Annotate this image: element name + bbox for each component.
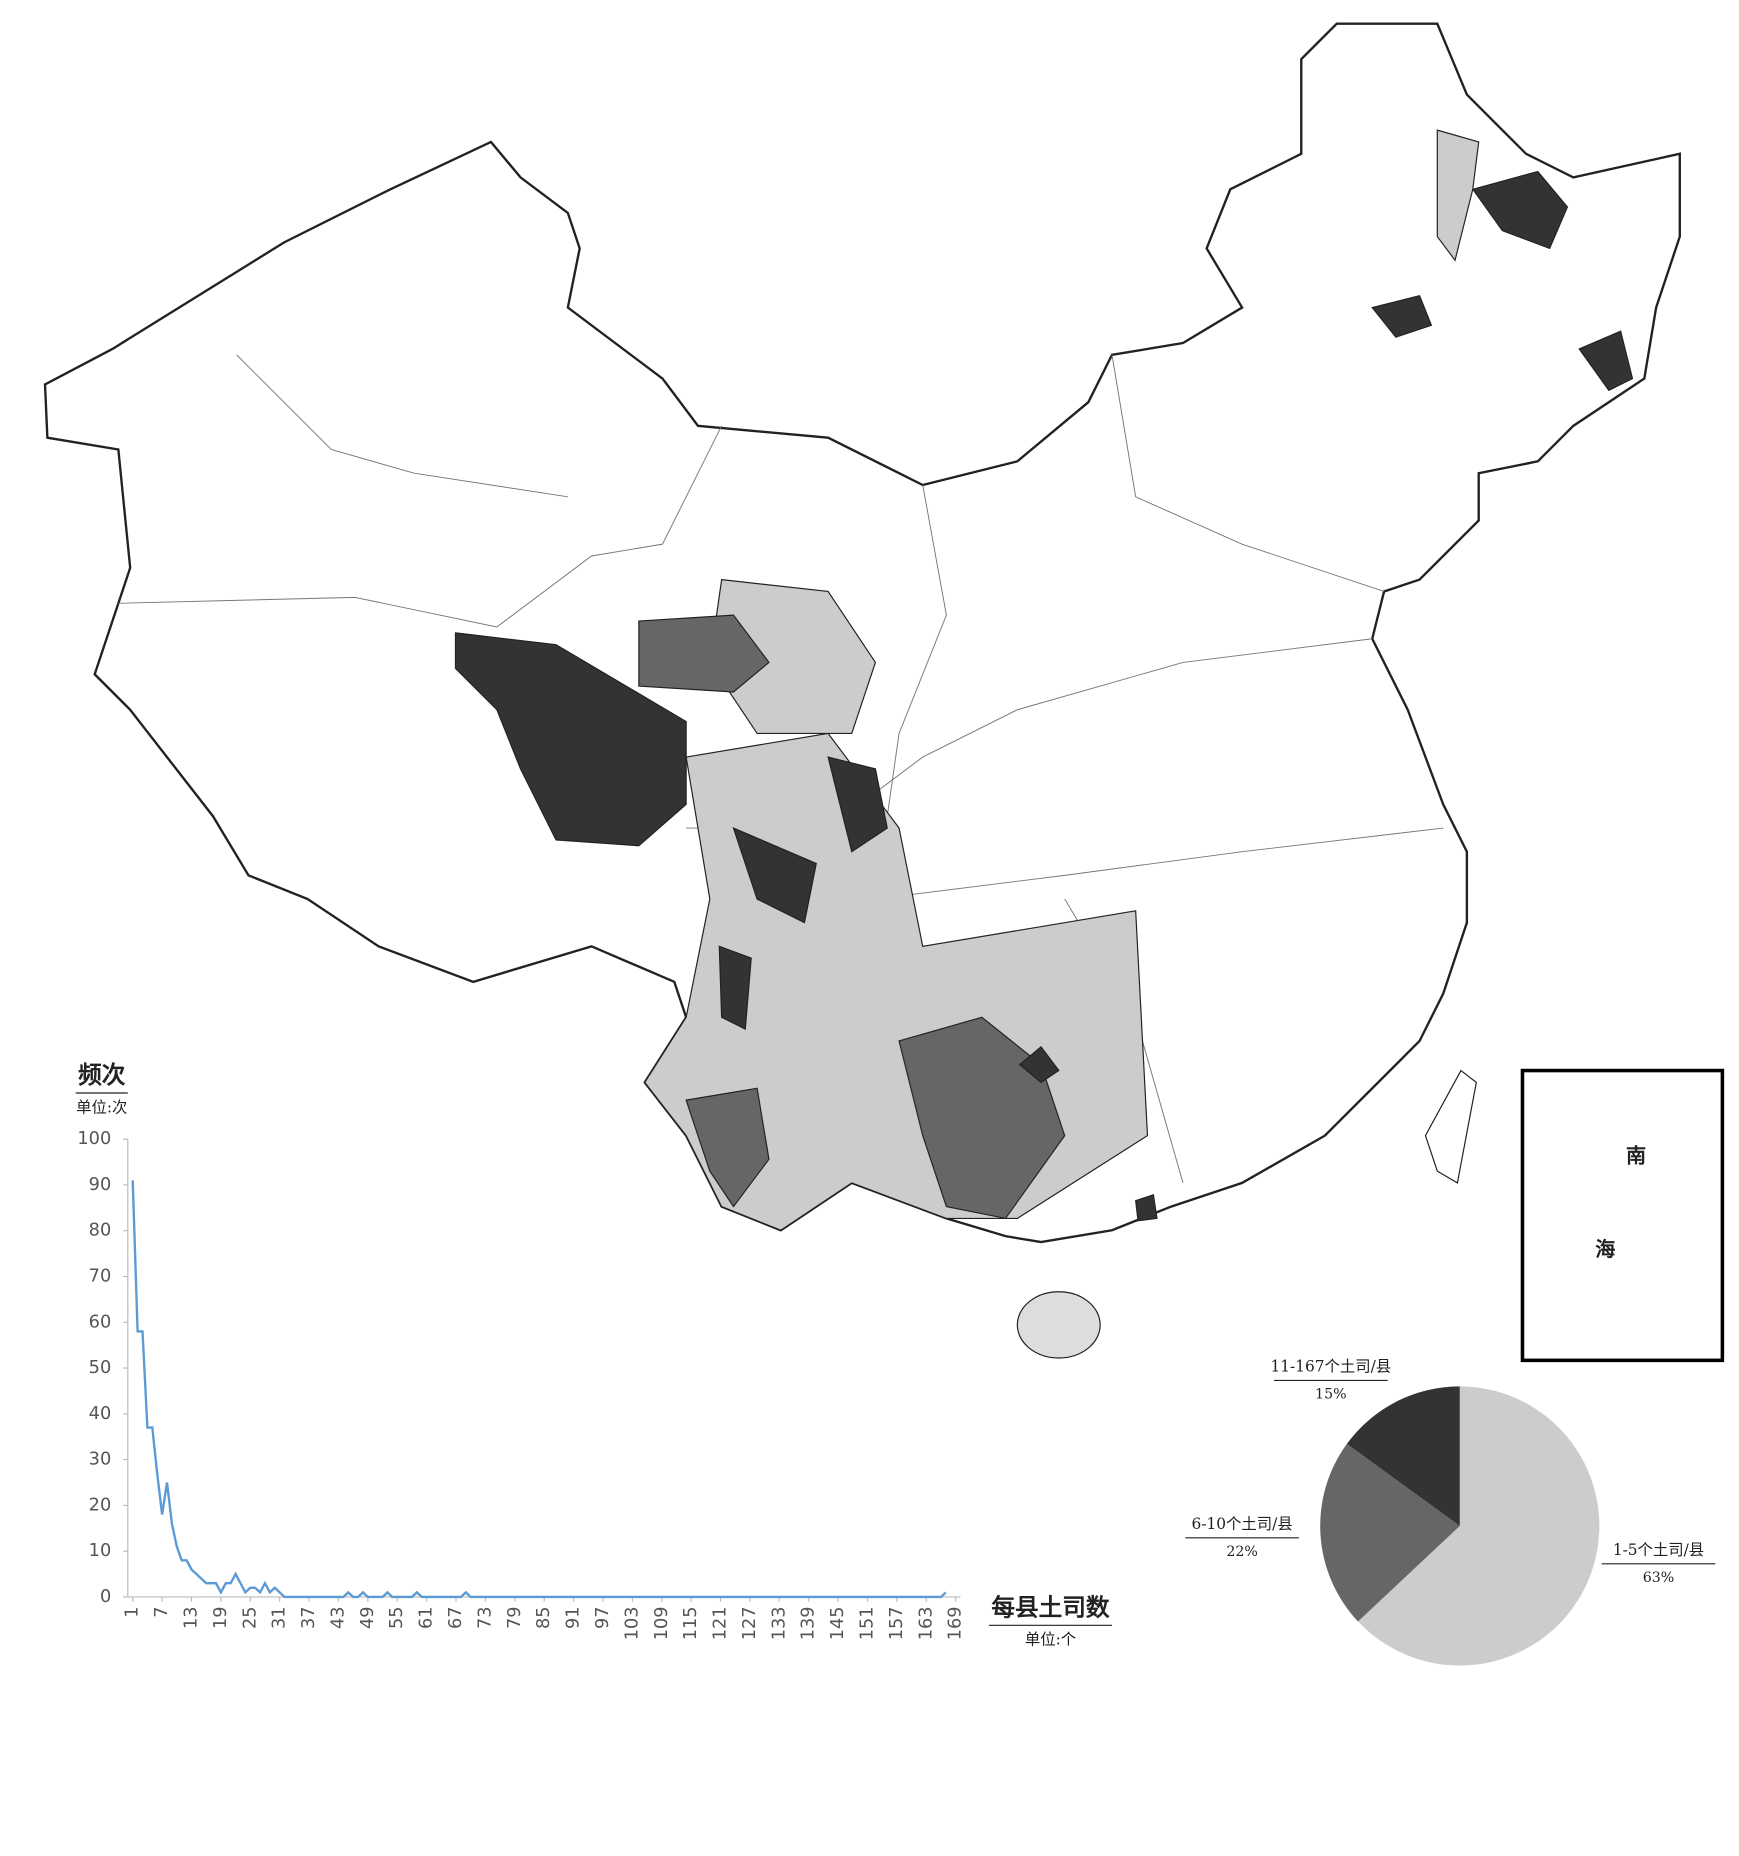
- y-tick-label: 90: [89, 1175, 112, 1195]
- y-tick-label: 10: [89, 1541, 112, 1561]
- y-tick-label: 40: [89, 1404, 112, 1424]
- x-axis-unit: 单位:个: [1025, 1631, 1076, 1649]
- x-tick-label: 97: [593, 1606, 613, 1629]
- x-tick-label: 19: [211, 1606, 231, 1629]
- pie-label: 11-167个土司/县: [1271, 1357, 1392, 1375]
- x-tick-label: 91: [564, 1606, 584, 1629]
- data-line: [131, 1180, 947, 1599]
- x-tick-label: 121: [711, 1606, 731, 1640]
- x-tick-label: 61: [417, 1606, 437, 1629]
- map: [43, 22, 1681, 1359]
- y-tick-label: 100: [77, 1129, 111, 1149]
- y-axis-title: 频次: [78, 1061, 126, 1089]
- x-tick-label: 103: [622, 1606, 642, 1640]
- inset-label: 海: [1595, 1237, 1615, 1261]
- x-tick-label: 73: [475, 1606, 495, 1629]
- taiwan: [1424, 1069, 1477, 1184]
- pie-value-label: 15%: [1315, 1387, 1347, 1403]
- x-tick-label: 13: [181, 1606, 201, 1629]
- x-tick-label: 25: [240, 1606, 260, 1629]
- region-dark: [1471, 170, 1569, 250]
- pie-slice: [1346, 1386, 1460, 1526]
- y-axis-unit: 单位:次: [76, 1098, 127, 1116]
- x-tick-label: 79: [505, 1606, 525, 1629]
- x-tick-label: 145: [828, 1606, 848, 1640]
- x-tick-label: 49: [358, 1606, 378, 1629]
- x-tick-label: 169: [946, 1606, 966, 1640]
- pie-slice: [1358, 1386, 1600, 1666]
- border: [118, 425, 723, 628]
- x-tick-label: 139: [799, 1606, 819, 1640]
- y-tick-label: 60: [89, 1312, 112, 1332]
- x-tick-label: 43: [328, 1606, 348, 1629]
- hainan: [1016, 1291, 1101, 1359]
- pie-label: 1-5个土司/县: [1613, 1541, 1704, 1559]
- x-tick-label: 133: [769, 1606, 789, 1640]
- region-mid: [638, 614, 770, 693]
- region-light: [1436, 129, 1480, 262]
- y-tick-label: 0: [100, 1587, 111, 1607]
- x-axis-title: 每县土司数: [991, 1593, 1110, 1621]
- region-dark: [454, 632, 687, 847]
- border: [1111, 354, 1385, 592]
- y-tick-label: 80: [89, 1221, 112, 1241]
- x-tick-label: 1: [123, 1606, 143, 1617]
- pie-slice: [1320, 1443, 1460, 1622]
- region-dark: [1371, 295, 1433, 338]
- x-tick-label: 7: [152, 1606, 172, 1617]
- x-tick-label: 37: [299, 1606, 319, 1629]
- region-dark: [732, 826, 817, 924]
- x-tick-label: 109: [652, 1606, 672, 1640]
- x-tick-label: 157: [887, 1606, 907, 1640]
- y-tick-label: 70: [89, 1266, 112, 1286]
- x-tick-label: 115: [681, 1606, 701, 1640]
- x-tick-label: 127: [740, 1606, 760, 1640]
- x-tick-label: 85: [534, 1606, 554, 1629]
- x-tick-label: 151: [858, 1606, 878, 1640]
- x-tick-label: 31: [270, 1606, 290, 1629]
- pie-value-label: 63%: [1643, 1570, 1675, 1586]
- country-outline: [43, 22, 1681, 1244]
- pie-label: 6-10个土司/县: [1192, 1515, 1293, 1533]
- x-tick-label: 67: [446, 1606, 466, 1629]
- y-tick-label: 50: [89, 1358, 112, 1378]
- x-tick-label: 163: [916, 1606, 936, 1640]
- x-tick-label: 55: [387, 1606, 407, 1629]
- y-tick-label: 30: [89, 1450, 112, 1470]
- region-mid: [685, 1087, 770, 1208]
- inset-label: 南: [1626, 1143, 1646, 1167]
- border: [236, 354, 568, 498]
- region-dark: [827, 756, 888, 853]
- y-tick-label: 20: [89, 1495, 112, 1515]
- border: [875, 827, 1444, 900]
- region-dark: [1578, 330, 1634, 392]
- region-dark: [718, 945, 752, 1031]
- region-dark: [1018, 1046, 1060, 1084]
- region-dark: [1135, 1193, 1158, 1222]
- inset-frame: [1520, 1068, 1725, 1363]
- pie-value-label: 22%: [1226, 1544, 1258, 1560]
